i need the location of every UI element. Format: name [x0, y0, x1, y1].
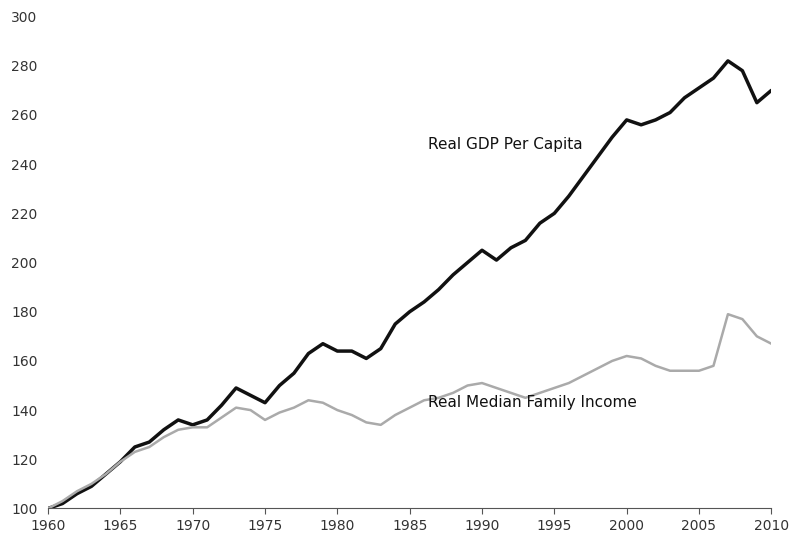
Text: Real GDP Per Capita: Real GDP Per Capita — [429, 137, 583, 152]
Text: Real Median Family Income: Real Median Family Income — [429, 395, 638, 410]
